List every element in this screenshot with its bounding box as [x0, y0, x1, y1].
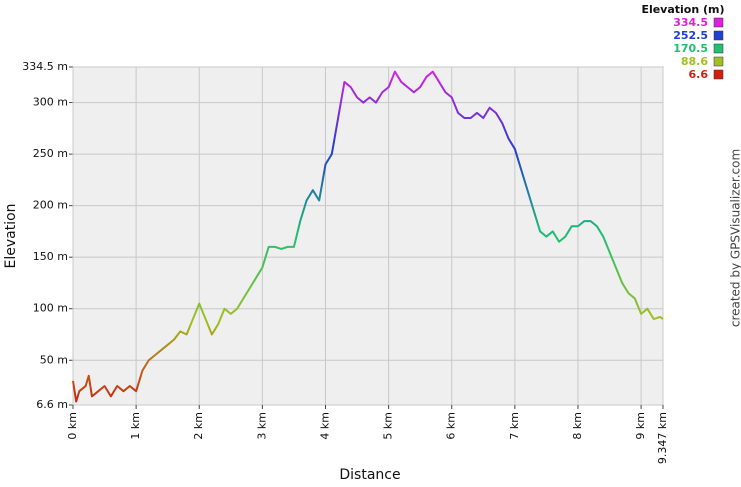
x-tick-label: 1 km: [129, 412, 142, 440]
y-tick-label: 50 m: [40, 353, 68, 366]
x-tick-label: 6 km: [445, 412, 458, 440]
y-tick-label: 250 m: [33, 147, 68, 160]
y-tick-label: 334.5 m: [22, 60, 68, 73]
x-tick-label: 3 km: [255, 412, 268, 440]
x-tick-label: 7 km: [508, 412, 521, 440]
legend-label: 252.5: [673, 29, 708, 42]
legend-swatch: [713, 17, 724, 28]
credit: created by GPSVisualizer.com: [729, 149, 741, 327]
x-tick-label: 9 km: [634, 412, 647, 440]
elevation-line: [72, 70, 664, 403]
legend-label: 88.6: [681, 55, 708, 68]
x-tick-label: 4 km: [318, 412, 331, 440]
legend-swatch: [713, 30, 724, 41]
y-tick-label: 300 m: [33, 96, 68, 109]
legend-swatch: [713, 56, 724, 67]
legend-label: 334.5: [673, 16, 708, 29]
legend-label: 170.5: [673, 42, 708, 55]
y-tick-label: 200 m: [33, 199, 68, 212]
y-tick-label: 100 m: [33, 302, 68, 315]
x-tick-label: 2 km: [192, 412, 205, 440]
x-tick-label: 5 km: [382, 412, 395, 440]
legend-label: 6.6: [689, 68, 709, 81]
x-tick-label: 0 km: [66, 412, 79, 440]
y-axis-label: Elevation: [3, 203, 19, 268]
plot-area: [72, 66, 664, 406]
legend-swatch: [713, 69, 724, 80]
legend-swatch: [713, 43, 724, 54]
y-tick-label: 6.6 m: [36, 398, 68, 411]
x-tick-label: 8 km: [571, 412, 584, 440]
x-axis-label: Distance: [339, 467, 400, 483]
y-tick-label: 150 m: [33, 250, 68, 263]
legend-title: Elevation (m): [641, 3, 724, 16]
x-tick-label: 9.347 km: [656, 412, 669, 464]
